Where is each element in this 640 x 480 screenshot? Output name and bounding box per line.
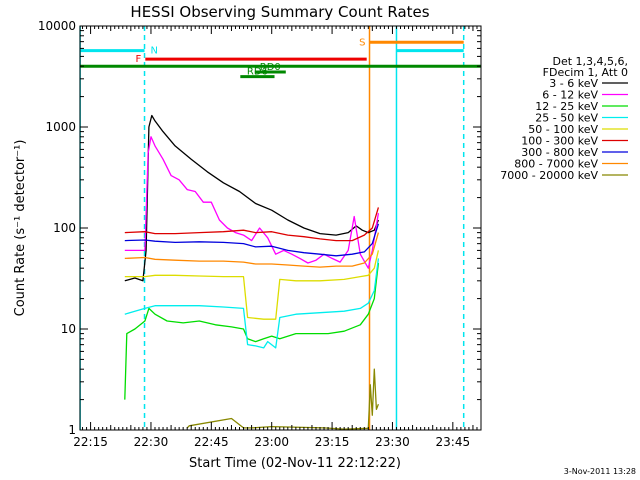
x-tick-label: 22:30 (134, 435, 169, 449)
flag-label: RD0 (260, 62, 281, 73)
x-tick-label: 22:45 (194, 435, 229, 449)
y-tick-label: 10000 (38, 19, 76, 33)
y-tick-label: 10 (61, 322, 76, 336)
x-tick-label: 23:00 (254, 435, 289, 449)
legend-entry-label: 50 - 100 keV (528, 123, 598, 136)
x-tick-label: 22:15 (73, 435, 108, 449)
series-line (186, 368, 380, 430)
flag-label: RD6 (247, 67, 268, 78)
legend-entry-label: 3 - 6 keV (549, 77, 598, 90)
series-line (124, 232, 380, 268)
x-tick-label: 23:45 (436, 435, 471, 449)
axes: 1 10 100 1000 10000 22:15 22:30 22:45 23:00 23:15… (38, 19, 481, 449)
y-tick-label: 100 (53, 221, 76, 235)
x-axis-label: Start Time (02-Nov-11 22:12:22) (189, 456, 401, 471)
legend-entry-label: 25 - 50 keV (535, 112, 598, 125)
y-tick-label: 1 (68, 423, 76, 437)
legend-entry-label: 100 - 300 keV (521, 135, 598, 148)
legend-entry-label: 800 - 7000 keV (514, 158, 598, 171)
series-line (124, 262, 380, 400)
series-line (124, 223, 380, 257)
legend-header: Det 1,3,4,5,6, (552, 55, 628, 68)
legend-entry-label: 6 - 12 keV (542, 89, 598, 102)
x-tick-label: 23:30 (375, 435, 410, 449)
x-tick-label: 23:15 (315, 435, 350, 449)
series-line (124, 207, 380, 242)
series-line (124, 258, 380, 349)
flag-label: S (359, 37, 365, 48)
legend-entry-label: 12 - 25 keV (535, 100, 598, 113)
legend-entry-label: 7000 - 20000 keV (500, 169, 598, 182)
timestamp-label: 3-Nov-2011 13:28 (564, 467, 636, 476)
series-line (124, 250, 380, 320)
legend: Det 1,3,4,5,6,FDecim 1, Att 03 - 6 keV6 … (500, 55, 628, 182)
y-axis-label: Count Rate (s⁻¹ detector⁻¹) (13, 140, 28, 317)
series-line (124, 136, 380, 269)
legend-entry-label: 300 - 800 keV (521, 146, 598, 159)
chart-title: HESSI Observing Summary Count Rates (130, 3, 429, 21)
flag-label: F (136, 54, 142, 65)
y-tick-label: 1000 (45, 120, 76, 134)
flag-label: N (151, 46, 158, 57)
series-lines (124, 114, 380, 430)
legend-header: FDecim 1, Att 0 (543, 66, 628, 79)
